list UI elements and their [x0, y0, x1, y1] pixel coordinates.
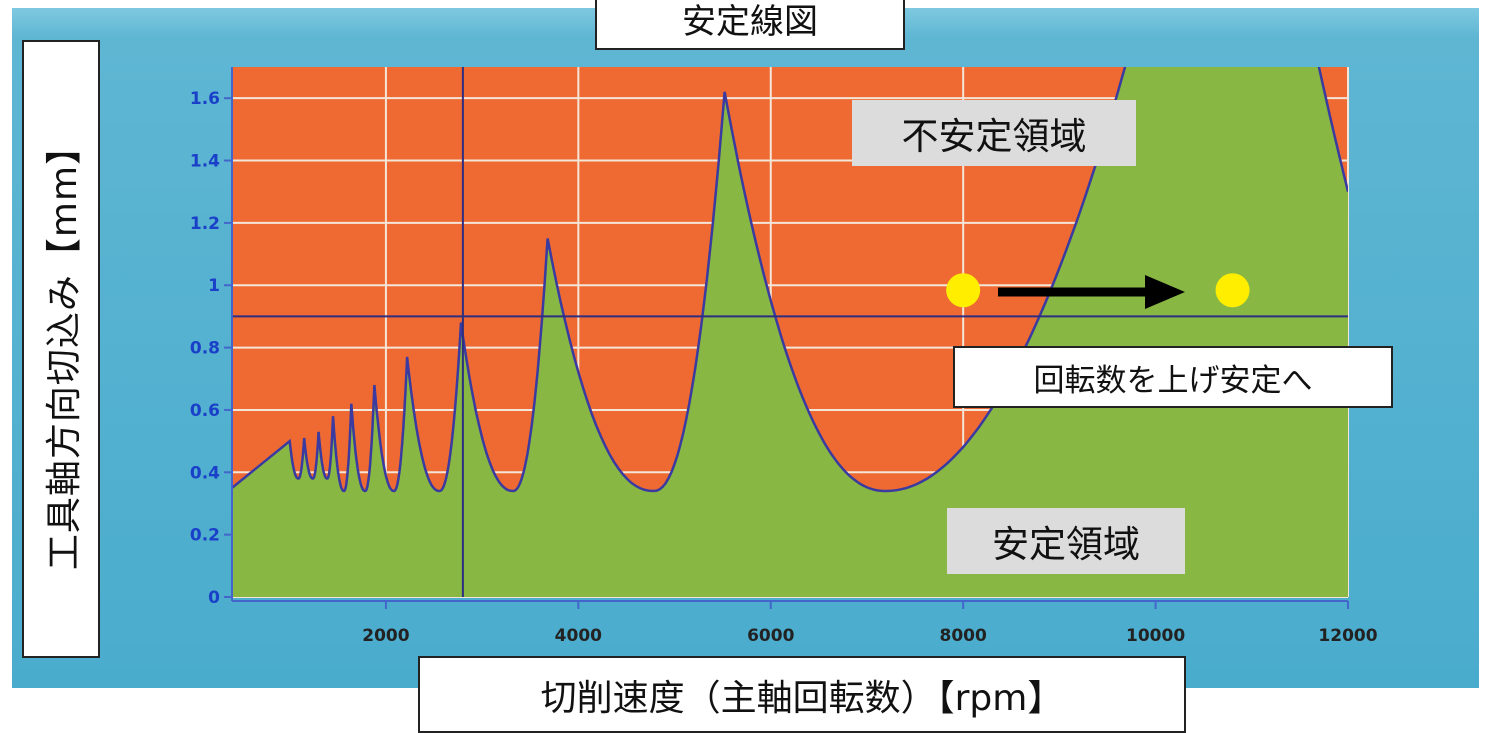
unstable-region-label: 不安定領域 [852, 100, 1136, 166]
y-tick-label: 0.2 [190, 526, 220, 546]
operating-points [946, 273, 1250, 308]
y-tick-label: 1.6 [190, 89, 220, 109]
axes: 0 0.2 0.4 0.6 0.8 1 1.2 1.4 1.6 2000 4000 6000 8000 1… [190, 67, 1378, 646]
stability-boundary-line [232, 67, 1348, 493]
x-tick-label: 4000 [555, 626, 602, 646]
y-tick-label: 1.4 [190, 152, 220, 172]
operating-point-target [1215, 273, 1250, 308]
x-tick-label: 12000 [1318, 626, 1377, 646]
y-tick-label: 0.6 [190, 401, 220, 421]
stable-region-label: 安定領域 [947, 508, 1185, 574]
chart-title: 安定線図 [595, 0, 905, 50]
x-tick-label: 6000 [747, 626, 794, 646]
y-tick-label: 0.8 [190, 339, 220, 359]
y-tick-label: 1 [208, 276, 220, 296]
y-tick-label: 0 [208, 588, 220, 608]
x-tick-label: 2000 [362, 626, 409, 646]
increase-rpm-arrow [998, 275, 1185, 309]
x-tick-label: 8000 [940, 626, 987, 646]
arrow-annotation-label: 回転数を上げ安定へ [953, 346, 1393, 408]
x-tick-label: 10000 [1126, 626, 1185, 646]
operating-point-current [946, 273, 981, 308]
y-tick-label: 0.4 [190, 463, 220, 483]
reference-lines [232, 67, 1348, 597]
y-axis-label: 工具軸方向切込み【mm】 [22, 40, 100, 658]
x-axis-label: 切削速度（主軸回転数）【rpm】 [418, 656, 1186, 733]
stable-region-fill [232, 67, 1348, 597]
y-tick-label: 1.2 [190, 214, 220, 234]
